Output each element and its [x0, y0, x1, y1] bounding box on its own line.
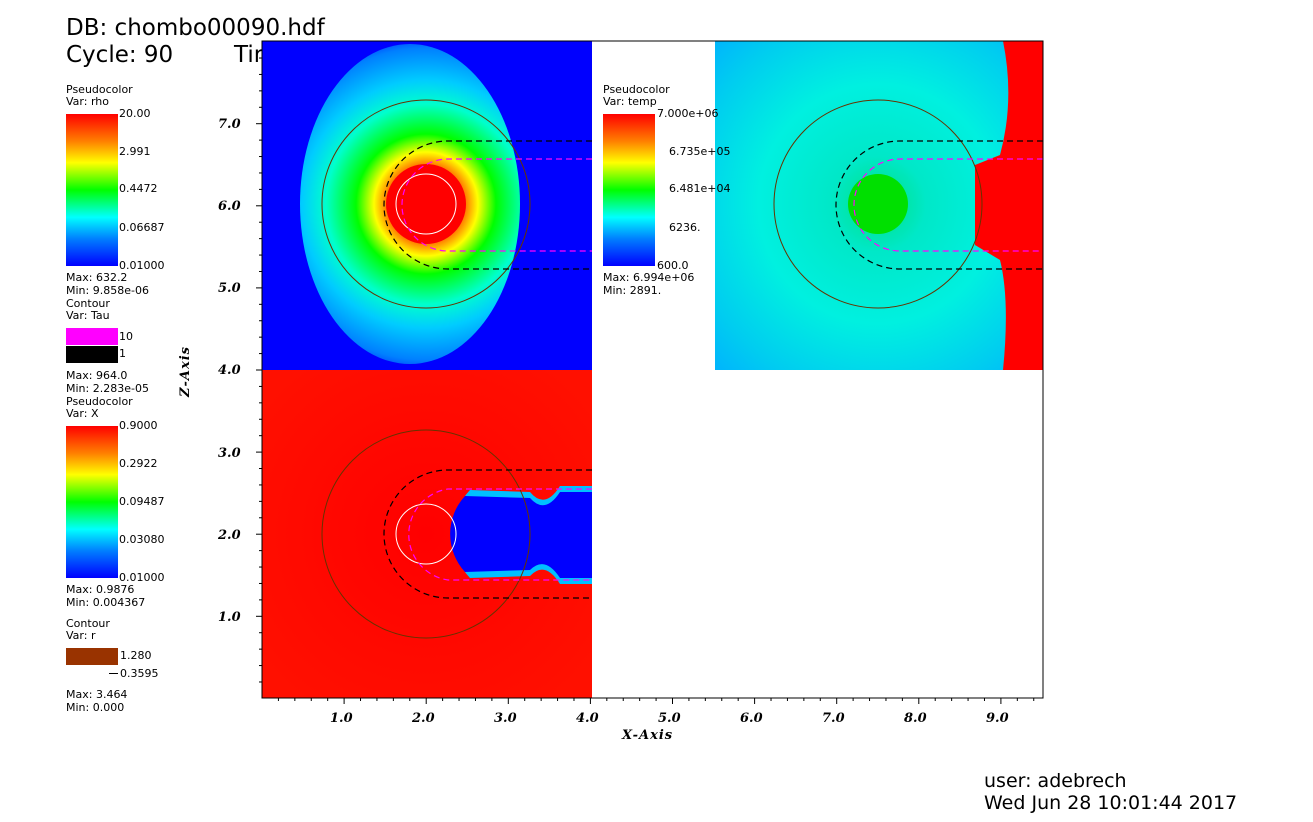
rho-panel [262, 41, 592, 370]
x-label-5: 0.01000 [119, 571, 165, 584]
temp-max: Max: 6.994e+06 [603, 271, 695, 284]
timestamp-label: Wed Jun 28 10:01:44 2017 [984, 792, 1238, 814]
r-max: Max: 3.464 [66, 688, 128, 701]
r-legend-title: Contour [66, 617, 110, 630]
rho-colorbar [66, 114, 118, 266]
cycle-label: Cycle: 90 [66, 42, 174, 68]
axis-ticks [256, 57, 1035, 704]
rho-min: Min: 9.858e-06 [66, 284, 149, 297]
database-label: DB: chombo00090.hdf [66, 15, 325, 41]
x-axis-label: X-Axis [622, 728, 674, 743]
temp-label-2: 6.735e+05 [669, 145, 731, 158]
z-tick-5: 5.0 [218, 281, 241, 296]
rho-max: Max: 632.2 [66, 271, 128, 284]
temp-label-1: 7.000e+06 [657, 107, 719, 120]
x-label-1: 0.9000 [119, 419, 158, 432]
tau-swatch-10 [66, 328, 118, 345]
rho-label-5: 0.01000 [119, 259, 165, 272]
x-legend-var: Var: X [66, 407, 99, 420]
x-label-4: 0.03080 [119, 533, 165, 546]
tau-legend-var: Var: Tau [66, 309, 110, 322]
r-min: Min: 0.000 [66, 701, 125, 714]
x-tick-9: 9.0 [986, 711, 1009, 726]
temp-legend-title: Pseudocolor [603, 83, 670, 96]
tau-label-1: 1 [119, 347, 126, 360]
rho-legend-var: Var: rho [66, 95, 109, 108]
z-tick-1: 1.0 [218, 610, 241, 625]
x-tick-1: 1.0 [330, 711, 353, 726]
z-tick-7: 7.0 [218, 117, 241, 132]
temp-label-5: 600.0 [657, 259, 689, 272]
temp-colorbar [603, 114, 655, 266]
x-tick-7: 7.0 [822, 711, 845, 726]
z-axis-label: Z-Axis [177, 346, 193, 397]
tau-label-10: 10 [119, 330, 133, 343]
x-label-2: 0.2922 [119, 457, 158, 470]
x-tick-2: 2.0 [412, 711, 435, 726]
r-legend-var: Var: r [66, 629, 96, 642]
x-min: Min: 0.004367 [66, 596, 146, 609]
x-tick-8: 8.0 [904, 711, 927, 726]
rho-label-1: 20.00 [119, 107, 151, 120]
z-tick-2: 2.0 [218, 528, 241, 543]
x-legend-title: Pseudocolor [66, 395, 133, 408]
x-max: Max: 0.9876 [66, 583, 135, 596]
x-colorbar [66, 426, 118, 578]
temp-panel [715, 41, 1043, 370]
temp-label-4: 6236. [669, 221, 701, 234]
temp-legend-var: Var: temp [603, 95, 657, 108]
x-tick-6: 6.0 [740, 711, 763, 726]
rho-label-2: 2.991 [119, 145, 151, 158]
tau-min: Min: 2.283e-05 [66, 382, 149, 395]
rho-legend-title: Pseudocolor [66, 83, 133, 96]
x-panel [262, 370, 592, 698]
z-tick-6: 6.0 [218, 199, 241, 214]
r-swatch [66, 648, 118, 665]
r-tick-line [109, 673, 118, 674]
r-label-1: 1.280 [120, 649, 152, 662]
tau-swatch-1 [66, 346, 118, 363]
x-tick-4: 4.0 [576, 711, 599, 726]
temp-min: Min: 2891. [603, 284, 662, 297]
rho-label-3: 0.4472 [119, 182, 158, 195]
z-tick-3: 3.0 [218, 446, 241, 461]
x-tick-3: 3.0 [494, 711, 517, 726]
r-label-2: 0.3595 [120, 667, 159, 680]
tau-legend-title: Contour [66, 297, 110, 310]
x-tick-5: 5.0 [658, 711, 681, 726]
rho-label-4: 0.06687 [119, 221, 165, 234]
x-label-3: 0.09487 [119, 495, 165, 508]
tau-max: Max: 964.0 [66, 369, 128, 382]
temp-label-3: 6.481e+04 [669, 182, 731, 195]
user-label: user: adebrech [984, 770, 1127, 792]
z-tick-4: 4.0 [218, 363, 241, 378]
